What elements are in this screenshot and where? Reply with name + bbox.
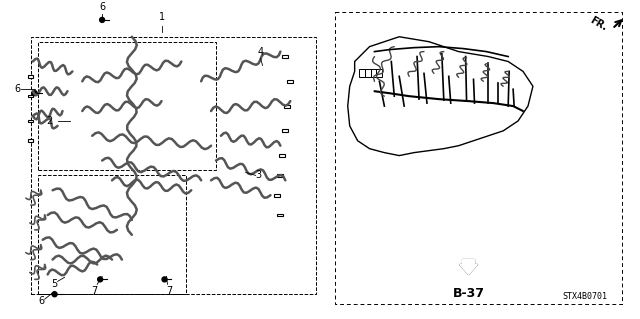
Bar bbox=[358, 70, 365, 77]
Text: B-37: B-37 bbox=[452, 287, 484, 300]
Bar bbox=[287, 80, 293, 83]
Bar bbox=[365, 70, 371, 77]
Bar bbox=[280, 154, 285, 157]
Text: 7: 7 bbox=[91, 286, 97, 296]
Bar bbox=[282, 55, 288, 58]
Bar bbox=[275, 194, 280, 197]
Circle shape bbox=[162, 277, 167, 282]
Text: 3: 3 bbox=[255, 170, 262, 181]
Bar bbox=[28, 139, 33, 142]
Text: 6: 6 bbox=[15, 84, 21, 94]
Bar bbox=[282, 129, 288, 132]
Text: 4: 4 bbox=[257, 47, 264, 56]
Bar bbox=[28, 120, 33, 122]
Text: 5: 5 bbox=[51, 279, 58, 289]
Bar bbox=[376, 70, 382, 77]
Circle shape bbox=[52, 292, 57, 297]
Circle shape bbox=[100, 18, 104, 22]
Text: 6: 6 bbox=[99, 2, 105, 12]
Bar bbox=[28, 95, 33, 97]
Bar bbox=[31, 37, 316, 294]
FancyArrow shape bbox=[460, 260, 477, 274]
Text: 7: 7 bbox=[166, 286, 173, 296]
Text: 1: 1 bbox=[159, 12, 164, 22]
Circle shape bbox=[32, 91, 37, 96]
Text: FR.: FR. bbox=[589, 15, 609, 33]
Bar bbox=[38, 175, 186, 294]
Circle shape bbox=[98, 277, 102, 282]
Bar bbox=[38, 42, 216, 170]
Text: STX4B0701: STX4B0701 bbox=[562, 292, 607, 301]
Text: 6: 6 bbox=[38, 296, 45, 306]
Text: 2: 2 bbox=[46, 116, 52, 126]
Bar bbox=[284, 105, 291, 108]
Bar bbox=[371, 70, 376, 77]
Bar bbox=[277, 174, 284, 177]
Bar bbox=[28, 75, 33, 78]
Bar bbox=[277, 213, 284, 217]
